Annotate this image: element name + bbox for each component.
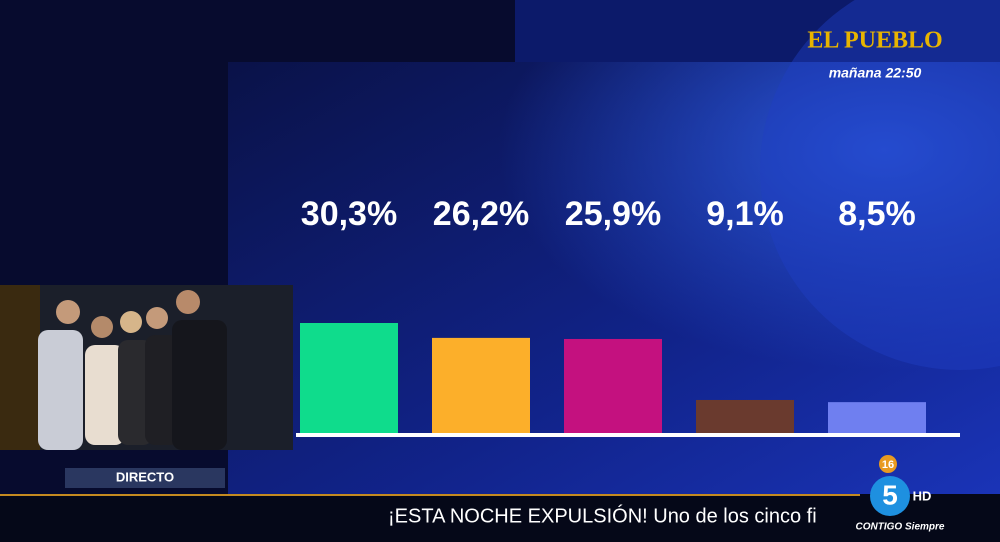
value-label: 8,5% — [838, 195, 916, 233]
ticker-text: ¡ESTA NOCHE EXPULSIÓN! Uno de los cinco … — [388, 504, 817, 527]
value-label: 25,9% — [565, 195, 661, 233]
value-label: 9,1% — [706, 195, 784, 233]
inset-label-box — [65, 468, 225, 488]
show-schedule: mañana 22:50 — [829, 65, 922, 81]
bar — [828, 402, 926, 433]
inset-label: DIRECTO — [116, 469, 174, 484]
channel-logo: 5 — [882, 479, 898, 510]
show-title: EL PUEBLO — [807, 28, 942, 54]
ticker-rule — [0, 494, 860, 496]
bar — [696, 399, 794, 433]
rating: 16 — [882, 459, 894, 471]
channel-hd: HD — [913, 488, 932, 503]
baseline — [296, 433, 960, 437]
value-label: 30,3% — [301, 195, 397, 233]
inset-people — [38, 290, 227, 450]
inset-sign — [0, 285, 40, 450]
channel-logo-circle — [870, 476, 910, 516]
bar — [432, 337, 530, 433]
channel-slogan: CONTIGO Siempre — [856, 522, 945, 533]
bar-chart: 30,3% 26,2% 25,9% 9,1% 8,5% — [300, 195, 926, 433]
ticker-band — [0, 494, 1000, 542]
value-label: 26,2% — [433, 195, 529, 233]
decor-circle — [760, 0, 1000, 370]
top-panel — [515, 0, 1000, 70]
bar — [300, 323, 398, 433]
rating-badge — [879, 455, 897, 473]
bar — [564, 338, 662, 433]
